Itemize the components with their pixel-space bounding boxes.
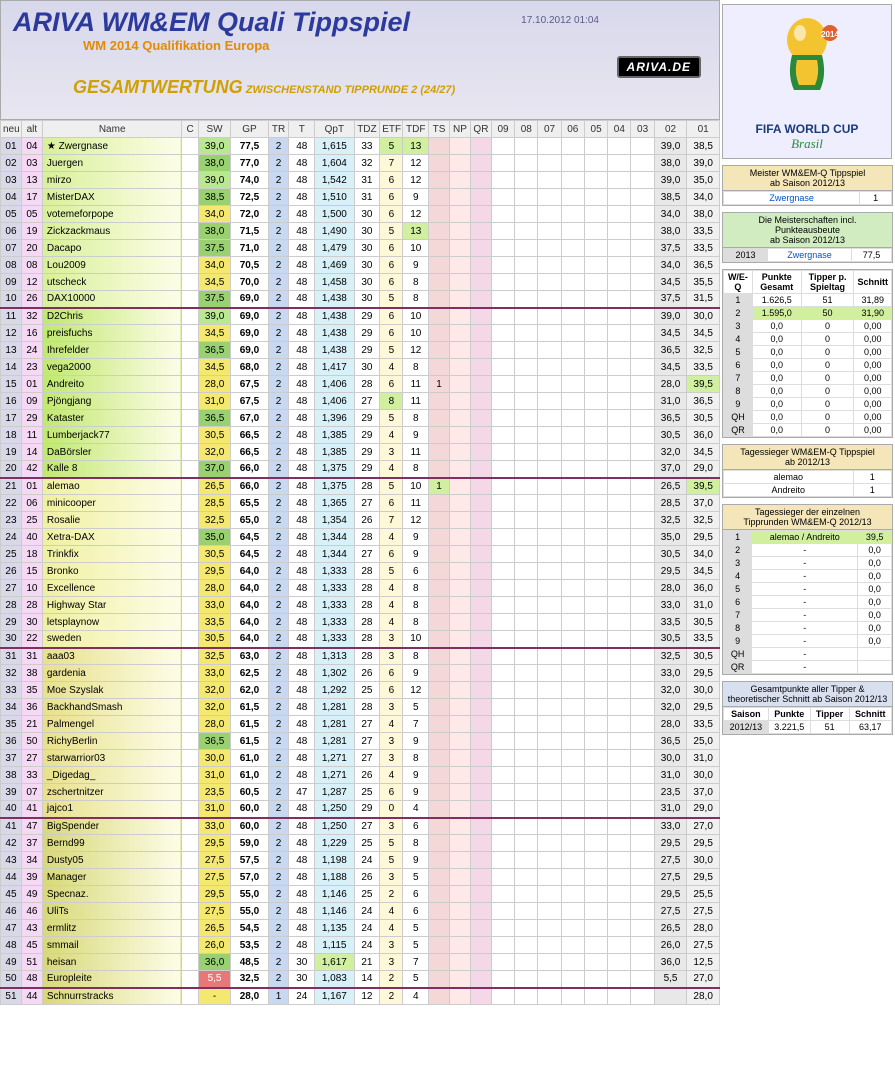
- col-header: 01: [687, 121, 720, 138]
- table-row: 0104★ Zwergnase39,077,52481,6153351339,0…: [1, 138, 720, 155]
- header-panel: ARIVA WM&EM Quali Tippspiel WM 2014 Qual…: [0, 0, 720, 120]
- col-header: GP: [231, 121, 268, 138]
- table-row: 4147BigSpender33,060,02481,250273633,027…: [1, 818, 720, 835]
- col-header: QpT: [315, 121, 355, 138]
- brasil-text: Brasil: [723, 136, 891, 152]
- worldcup-logo: 2014 FIFA WORLD CUP Brasil: [722, 4, 892, 159]
- col-header: alt: [21, 121, 42, 138]
- timestamp: 17.10.2012 01:04: [521, 15, 599, 26]
- gesamtpunkte-box: Gesamtpunkte aller Tipper &theoretischer…: [722, 681, 893, 735]
- table-row: 1026DAX1000037,569,02481,438305837,531,5: [1, 291, 720, 308]
- table-body: 0104★ Zwergnase39,077,52481,6153351339,0…: [1, 138, 720, 1005]
- table-header-row: neualtNameCSWGPTRTQpTTDZETFTDFTSNPQR0908…: [1, 121, 720, 138]
- table-row: 2325Rosalie32,565,02481,3542671232,532,5: [1, 512, 720, 529]
- table-row: 0619Zickzackmaus38,071,52481,4903051338,…: [1, 223, 720, 240]
- table-row: 3727starwarrior0330,061,02481,271273830,…: [1, 750, 720, 767]
- col-header: NP: [450, 121, 471, 138]
- table-row: 3521Palmengel28,061,52481,281274728,033,…: [1, 716, 720, 733]
- col-header: 02: [654, 121, 687, 138]
- table-row: 4845smmail26,053,52481,115243526,027,5: [1, 937, 720, 954]
- col-header: 07: [538, 121, 561, 138]
- page-subtitle: WM 2014 Qualifikation Europa: [83, 38, 707, 53]
- col-header: QR: [470, 121, 491, 138]
- table-row: 1132D2Chris39,069,02481,4382961039,030,0: [1, 308, 720, 325]
- punkte-table-box: W/E-QPunkte GesamtTipper p. SpieltagSchn…: [722, 269, 893, 438]
- table-row: 4549Specnaz.29,555,02481,146252629,525,5: [1, 886, 720, 903]
- table-row: 0313mirzo39,074,02481,5423161239,035,0: [1, 172, 720, 189]
- table-row: 3335Moe Szyslak32,062,02481,2922561232,0…: [1, 682, 720, 699]
- table-row: 2440Xetra-DAX35,064,52481,344284935,029,…: [1, 529, 720, 546]
- table-row: 4743ermlitz26,554,52481,135244526,528,0: [1, 920, 720, 937]
- table-row: 1811Lumberjack7730,566,52481,385294930,5…: [1, 427, 720, 444]
- table-row: 5048Europleite5,532,52301,08314255,527,0: [1, 971, 720, 988]
- col-header: SW: [198, 121, 231, 138]
- table-row: 1914DaBörsler32,066,52481,3852931132,034…: [1, 444, 720, 461]
- col-header: 03: [631, 121, 654, 138]
- table-row: 0203Juergen38,077,02481,6043271238,039,0: [1, 155, 720, 172]
- col-header: TR: [268, 121, 289, 138]
- table-row: 1729Kataster36,567,02481,396295836,530,5: [1, 410, 720, 427]
- table-row: 0808Lou200934,070,52481,469306934,036,5: [1, 257, 720, 274]
- table-row: 3650RichyBerlin36,561,52481,281273936,52…: [1, 733, 720, 750]
- table-row: 0417MisterDAX38,572,52481,510316938,534,…: [1, 189, 720, 206]
- table-row: 2615Bronko29,564,02481,333285629,534,5: [1, 563, 720, 580]
- table-row: 3833_Digedag_31,061,02481,271264931,030,…: [1, 767, 720, 784]
- table-row: 4041jajco131,060,02481,250290431,029,0: [1, 801, 720, 818]
- table-row: 0912utscheck34,570,02481,458306834,535,5: [1, 274, 720, 291]
- table-row: 3022sweden30,564,02481,3332831030,533,5: [1, 631, 720, 648]
- table-row: 4237Bernd9929,559,02481,229255829,529,5: [1, 835, 720, 852]
- table-row: 3436BackhandSmash32,061,52481,281283532,…: [1, 699, 720, 716]
- table-row: 3907zschertnitzer23,560,52471,287256923,…: [1, 784, 720, 801]
- table-row: 2710Excellence28,064,02481,333284828,036…: [1, 580, 720, 597]
- table-row: 1324Ihrefelder36,569,02481,4382951236,53…: [1, 342, 720, 359]
- table-row: 4334Dusty0527,557,52481,198245927,530,0: [1, 852, 720, 869]
- table-row: 0505votemeforpope34,072,02481,5003061234…: [1, 206, 720, 223]
- table-row: 2518Trinkfix30,564,52481,344276930,534,0: [1, 546, 720, 563]
- table-row: 2042Kalle 837,066,02481,375294837,029,0: [1, 461, 720, 478]
- table-row: 1423vega200034,568,02481,417304834,533,5: [1, 359, 720, 376]
- meister-box: Meister WM&EM-Q Tippspielab Saison 2012/…: [722, 165, 893, 206]
- col-header: 06: [561, 121, 584, 138]
- side-panel: 2014 FIFA WORLD CUP Brasil Meister WM&EM…: [720, 0, 895, 1005]
- section-subtitle: ZWISCHENSTAND TIPPRUNDE 2 (24/27): [246, 84, 455, 96]
- table-row: 1501Andreito28,067,52481,40628611128,039…: [1, 376, 720, 393]
- page-title: ARIVA WM&EM Quali Tippspiel: [13, 7, 707, 38]
- table-row: 1216preisfuchs34,569,02481,4382961034,53…: [1, 325, 720, 342]
- table-row: 4646UliTs27,555,02481,146244627,527,5: [1, 903, 720, 920]
- col-header: 09: [491, 121, 514, 138]
- col-header: TDF: [403, 121, 429, 138]
- col-header: TDZ: [354, 121, 380, 138]
- col-header: 05: [584, 121, 607, 138]
- table-row: 2206minicooper28,565,52481,3652761128,53…: [1, 495, 720, 512]
- tagessieger-runden-box: Tagessieger der einzelnenTipprunden WM&E…: [722, 504, 893, 675]
- col-header: neu: [1, 121, 22, 138]
- standings-table: neualtNameCSWGPTRTQpTTDZETFTDFTSNPQR0908…: [0, 120, 720, 1005]
- col-header: TS: [429, 121, 450, 138]
- fifa-text: FIFA WORLD CUP: [723, 122, 891, 136]
- table-row: 3131aaa0332,563,02481,313283832,530,5: [1, 648, 720, 665]
- col-header: T: [289, 121, 315, 138]
- table-row: 1609Pjöngjang31,067,52481,4062781131,036…: [1, 393, 720, 410]
- ariva-badge: ARIVA.DE: [617, 56, 701, 78]
- col-header: 04: [608, 121, 631, 138]
- col-header: C: [182, 121, 198, 138]
- table-row: 2101alemao26,566,02481,37528510126,539,5: [1, 478, 720, 495]
- tagessieger-box: Tagessieger WM&EM-Q Tippspielab 2012/13 …: [722, 444, 893, 498]
- table-row: 0720Dacapo37,571,02481,4793061037,533,5: [1, 240, 720, 257]
- meisterschaften-box: Die Meisterschaften incl. Punkteausbeute…: [722, 212, 893, 263]
- table-row: 4951heisan36,048,52301,617213736,012,5: [1, 954, 720, 971]
- table-row: 3238gardenia33,062,52481,302266933,029,5: [1, 665, 720, 682]
- col-header: Name: [42, 121, 182, 138]
- col-header: 08: [515, 121, 538, 138]
- svg-text:2014: 2014: [821, 30, 839, 39]
- table-row: 2930letsplaynow33,564,02481,333284833,53…: [1, 614, 720, 631]
- table-row: 2828Highway Star33,064,02481,333284833,0…: [1, 597, 720, 614]
- table-row: 4439Manager27,557,02481,188263527,529,5: [1, 869, 720, 886]
- col-header: ETF: [380, 121, 403, 138]
- table-row: 5144Schnurrstracks-28,01241,167122428,0: [1, 988, 720, 1005]
- section-title: GESAMTWERTUNG: [73, 77, 243, 98]
